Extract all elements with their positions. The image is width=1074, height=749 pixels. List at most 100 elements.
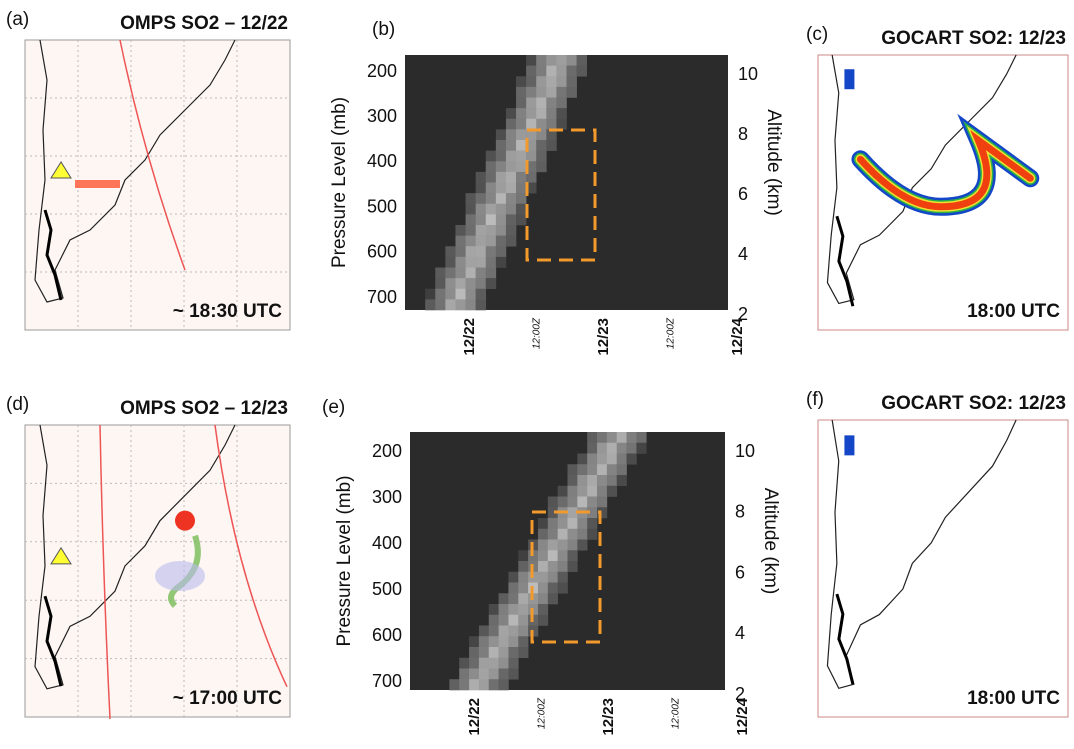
heatmap-cell: [485, 171, 497, 183]
heatmap-cell: [485, 161, 497, 173]
heatmap-cell: [505, 225, 517, 236]
heatmap-cell: [526, 86, 537, 98]
heatmap-cell: [495, 214, 507, 226]
heatmap-cell: [597, 432, 608, 444]
heatmap-cell: [577, 475, 588, 487]
heatmap-cell: [547, 571, 558, 583]
heatmap-cell: [498, 679, 509, 691]
heatmap-cell: [606, 485, 618, 497]
heatmap-cell: [516, 118, 527, 130]
heatmap-cell: [465, 267, 476, 279]
heatmap-cell: [459, 679, 470, 691]
x-tick-label: 12/22: [461, 318, 478, 356]
coastline: [826, 419, 1017, 690]
y2-tick-label: 2: [735, 684, 745, 704]
heatmap-cell: [516, 150, 527, 162]
heatmap-cell: [526, 161, 537, 173]
heatmap-cell: [537, 593, 549, 605]
heatmap-cell: [587, 475, 598, 487]
heatmap-cell: [626, 453, 637, 465]
heatmap-cell: [567, 475, 578, 487]
heatmap-cell: [425, 299, 436, 311]
time-label: 18:00 UTC: [967, 688, 1060, 709]
heatmap-cell: [518, 593, 529, 605]
heatmap-cell: [518, 604, 529, 616]
heatmap-cell: [587, 432, 598, 444]
heatmap-cell: [475, 182, 487, 194]
heatmap-cell: [455, 288, 466, 300]
heatmap-cell: [478, 657, 490, 669]
heatmap-cell: [498, 625, 509, 637]
heatmap-cell: [505, 161, 517, 173]
heatmap-cell: [518, 636, 529, 648]
heatmap-cell: [459, 668, 470, 680]
heatmap-cell: [516, 182, 527, 194]
heatmap-cell: [475, 267, 487, 279]
heatmap-cell: [567, 550, 578, 562]
heatmap-cell: [495, 150, 507, 162]
heatmap-cell: [485, 214, 497, 226]
y2-tick-label: 4: [735, 623, 745, 643]
coastline: [826, 54, 1017, 305]
heatmap-cell: [606, 442, 618, 454]
highlight-box: [525, 128, 597, 262]
heatmap-cell: [435, 299, 446, 311]
heatmap-cell: [488, 657, 499, 669]
heatmap-cell: [508, 647, 519, 659]
y2-tick-label: 8: [735, 502, 745, 522]
y-tick-label: 300: [372, 487, 402, 507]
heatmap-cell: [505, 118, 517, 130]
coastline-south: [835, 215, 855, 307]
heatmap-cell: [516, 203, 527, 215]
heatmap-cell: [485, 278, 497, 290]
x-tick-label: 12:00Z: [666, 317, 677, 349]
y-tick-label: 500: [372, 579, 402, 599]
heatmap-cell: [547, 507, 558, 519]
heatmap-cell: [597, 485, 608, 497]
heatmap-cell: [495, 193, 507, 205]
heatmap-cell: [536, 65, 547, 77]
heatmap-cell: [495, 203, 507, 215]
heatmap-cell: [526, 65, 537, 77]
heatmap-cell: [505, 171, 517, 183]
panel-label: (e): [322, 397, 345, 418]
coastline-south: [43, 595, 63, 687]
heatmap-cell: [485, 246, 497, 258]
heatmap-cell: [516, 86, 527, 98]
y-tick-label: 600: [367, 242, 397, 262]
heatmap-cell: [616, 453, 627, 465]
heatmap-cell: [547, 582, 558, 594]
time-label: ~ 18:30 UTC: [173, 301, 283, 322]
heatmap-cell: [505, 203, 517, 215]
heatmap-cell: [469, 679, 480, 691]
panel-title: OMPS SO2 – 12/23: [120, 398, 288, 419]
y2-tick-label: 2: [738, 304, 748, 324]
heatmap-cell: [505, 182, 517, 194]
heatmap-cell: [516, 214, 527, 226]
heatmap-cell: [536, 150, 547, 162]
heatmap-cell: [567, 518, 578, 530]
heatmap-cell: [495, 161, 507, 173]
map-frame: [817, 54, 1069, 331]
heatmap-cell: [498, 593, 509, 605]
heatmap-cell: [567, 561, 578, 573]
heatmap-cell: [587, 507, 598, 519]
heatmap-cell: [465, 278, 476, 290]
heatmap-cell: [567, 464, 578, 476]
heatmap-cell: [546, 140, 557, 151]
heatmap-cell: [626, 432, 637, 444]
heatmap-cell: [577, 464, 588, 476]
heatmap-cell: [557, 528, 568, 540]
so2-plume: [155, 561, 205, 592]
heatmap-cell: [508, 614, 519, 626]
y2-tick-label: 6: [735, 562, 745, 582]
heatmap-cell: [606, 475, 618, 487]
heatmap-cell: [587, 485, 598, 497]
heatmap-cell: [597, 442, 608, 454]
heatmap-cell: [547, 496, 558, 508]
heatmap-cell: [475, 203, 487, 215]
heatmap-cell: [516, 171, 527, 183]
heatmap-cell: [536, 55, 547, 66]
heatmap-cell: [435, 278, 446, 290]
heatmap-cell: [516, 76, 527, 88]
